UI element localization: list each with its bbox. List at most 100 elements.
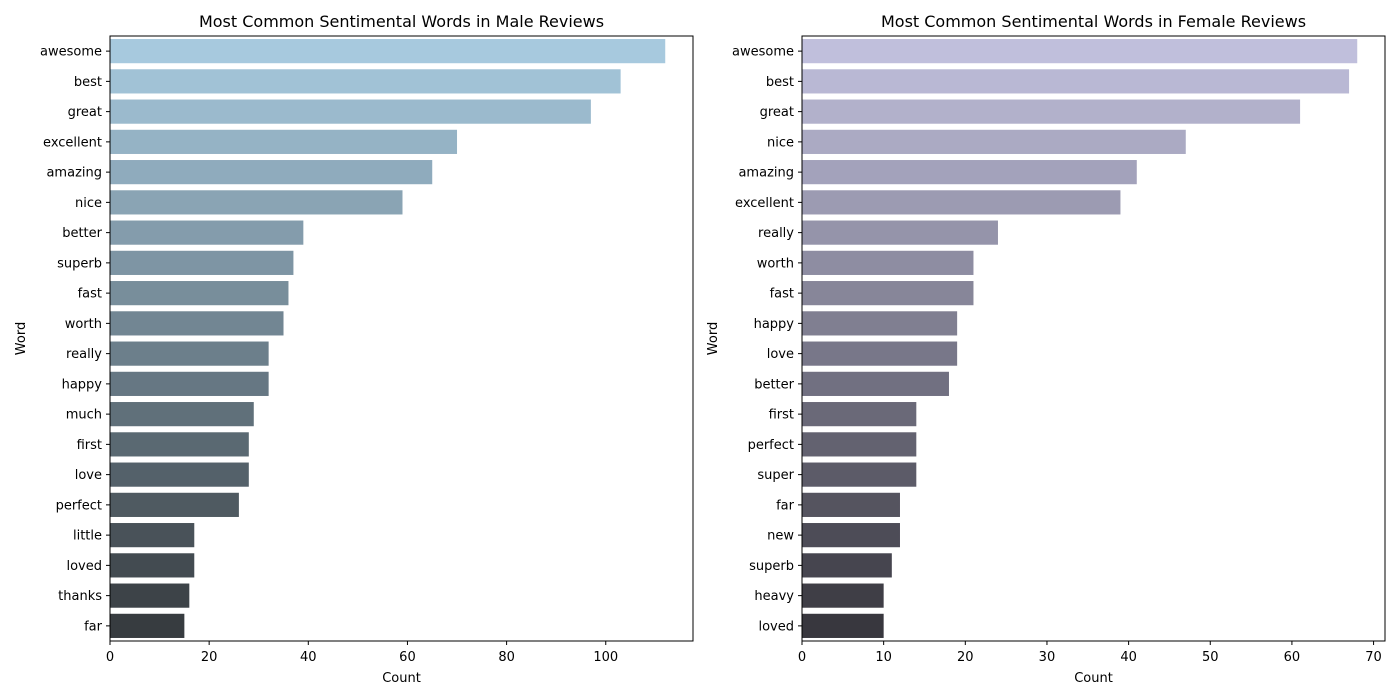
bar-fast [802,281,974,306]
bar-great [110,99,591,124]
x-axis-label: Count [1074,671,1113,686]
y-tick-label: fast [78,287,102,302]
y-tick-label: worth [757,256,794,271]
y-tick-label: awesome [732,45,794,60]
bar-really [802,220,998,245]
y-tick-label: better [754,377,794,392]
y-tick-label: better [62,226,102,241]
y-tick-label: far [84,619,103,634]
bar-amazing [802,160,1137,185]
y-tick-label: excellent [735,196,794,211]
bar-love [802,341,958,366]
y-tick-label: amazing [46,166,102,181]
bar-perfect [802,432,917,457]
y-tick-label: fast [770,287,794,302]
y-tick-label: perfect [56,498,102,513]
y-tick-label: first [769,408,794,423]
x-tick-label: 10 [875,650,892,665]
bar-better [110,220,304,245]
y-tick-label: great [68,105,102,120]
bar-superb [802,553,892,578]
y-tick-label: worth [65,317,102,332]
x-tick-label: 60 [1284,650,1301,665]
bar-better [802,371,949,396]
bar-excellent [802,190,1121,215]
y-tick-label: superb [749,559,794,574]
y-tick-label: love [75,468,102,483]
y-tick-label: nice [75,196,102,211]
x-tick-label: 20 [201,650,218,665]
x-tick-label: 70 [1365,650,1382,665]
x-tick-label: 40 [300,650,317,665]
y-tick-label: best [74,75,102,90]
bar-best [802,69,1350,94]
bar-love [110,462,249,487]
plot-frame [109,35,694,642]
bar-far [802,492,900,517]
y-tick-label: super [757,468,794,483]
bar-much [110,402,254,427]
bar-excellent [110,129,458,154]
x-axis-label: Count [382,671,421,686]
chart-title: Most Common Sentimental Words in Female … [881,12,1306,31]
chart-title: Most Common Sentimental Words in Male Re… [199,12,604,31]
x-tick-label: 30 [1039,650,1056,665]
x-tick-label: 0 [106,650,114,665]
bar-awesome [802,39,1358,64]
bar-loved [110,553,195,578]
y-tick-label: best [766,75,794,90]
y-tick-label: perfect [748,438,794,453]
bar-worth [802,250,974,275]
bar-fast [110,281,289,306]
x-tick-label: 80 [498,650,515,665]
y-tick-label: first [77,438,102,453]
y-tick-label: much [66,408,102,423]
bar-little [110,523,195,548]
y-tick-label: really [66,347,102,362]
y-axis-label: Word [706,322,721,355]
bar-nice [802,129,1186,154]
y-tick-label: superb [57,256,102,271]
y-tick-label: excellent [43,135,102,150]
x-tick-label: 100 [593,650,618,665]
bar-first [110,432,249,457]
bar-superb [110,250,294,275]
bar-happy [802,311,958,336]
y-tick-label: heavy [754,589,794,604]
bar-happy [110,371,269,396]
bar-super [802,462,917,487]
y-tick-label: thanks [58,589,102,604]
bar-heavy [802,583,884,608]
bar-nice [110,190,403,215]
bar-awesome [110,39,666,64]
x-tick-label: 50 [1202,650,1219,665]
x-tick-label: 20 [957,650,974,665]
bar-new [802,523,900,548]
bar-great [802,99,1301,124]
y-tick-label: nice [767,135,794,150]
bar-first [802,402,917,427]
bar-perfect [110,492,239,517]
bar-really [110,341,269,366]
bar-thanks [110,583,190,608]
y-tick-label: far [776,498,795,513]
y-axis-label: Word [14,322,29,355]
x-tick-label: 60 [399,650,416,665]
y-tick-label: loved [758,619,794,634]
chart-panel-2: awesome best great nice amazing excellent real… [706,12,1386,686]
y-tick-label: happy [62,377,103,392]
y-tick-label: amazing [738,166,794,181]
bar-best [110,69,621,94]
plot-frame [801,35,1386,642]
y-tick-label: loved [66,559,102,574]
y-tick-label: really [758,226,794,241]
x-tick-label: 40 [1120,650,1137,665]
y-tick-label: new [767,529,794,544]
bar-far [110,613,185,638]
bar-amazing [110,160,433,185]
bar-loved [802,613,884,638]
y-tick-label: great [760,105,794,120]
y-tick-label: love [767,347,794,362]
chart-panel-1: awesome best great excellent amazing nice bett… [14,12,694,686]
